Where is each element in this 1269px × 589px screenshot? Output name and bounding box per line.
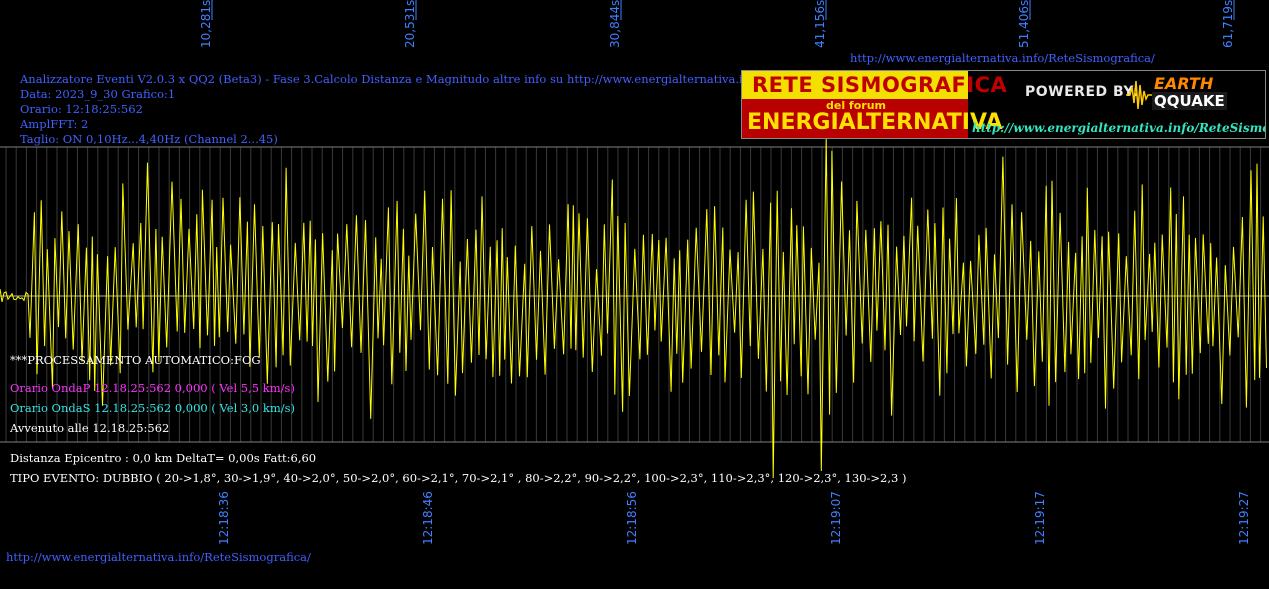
bottom-tick-label: 12:19:17: [1033, 491, 1047, 545]
top-tick-label: 41,156s: [813, 0, 827, 48]
analyzer-header: Analizzatore Eventi V2.0.3 x QQ2 (Beta3)…: [20, 72, 820, 147]
date-line: Data: 2023_9_30 Grafico:1: [20, 87, 176, 101]
qquake-brand-text: QQUAKE: [1152, 92, 1227, 110]
top-tick-label: 61,719s: [1221, 0, 1235, 48]
ampl-fft-line: AmplFFT: 2: [20, 117, 89, 131]
powered-by-label: POWERED BY:: [1025, 84, 1139, 100]
bottom-tick-label: 12:18:46: [421, 491, 435, 545]
top-tick-label: 10,281s: [199, 0, 213, 48]
seismograph-wave-icon: [1126, 80, 1152, 110]
top-tick-label: 51,406s: [1017, 0, 1031, 48]
filter-line: Taglio: ON 0,10Hz...4,40Hz (Channel 2...…: [20, 132, 278, 146]
top-tick-label: 20,531s: [403, 0, 417, 48]
logo-red-band: [742, 99, 968, 138]
time-line: Orario: 12:18:25:562: [20, 102, 143, 116]
logo-url[interactable]: http://www.energialternativa.info/ReteSi…: [972, 121, 1266, 135]
logo-title: RETE SISMOGRAFICA: [752, 73, 1008, 97]
bottom-url-link[interactable]: http://www.energialternativa.info/ReteSi…: [6, 550, 311, 564]
p-wave-time: Orario OndaP 12.18.25:562 0,000 ( Vel 5,…: [10, 381, 295, 395]
analyzer-title: Analizzatore Eventi V2.0.3 x QQ2 (Beta3)…: [20, 72, 821, 86]
bottom-tick-label: 12:19:27: [1237, 491, 1251, 545]
bottom-tick-label: 12:18:36: [217, 491, 231, 545]
logo-yellow-band: [742, 71, 968, 99]
s-wave-time: Orario OndaS 12.18.25:562 0,000 ( Vel 3,…: [10, 401, 296, 415]
top-time-axis: 10,281s 20,531s 30,844s 41,156s 51,406s 61,71…: [199, 0, 1235, 48]
epicenter-distance: Distanza Epicentro : 0,0 km DeltaT= 0,00…: [10, 451, 317, 465]
earth-brand-text: EARTH: [1154, 74, 1214, 93]
bottom-clock-axis: 12:18:36 12:18:46 12:18:56 12:19:07 12:19:17…: [217, 491, 1251, 545]
auto-processing-label: ***PROCESSAMENTO AUTOMATICO:FOG: [10, 353, 261, 367]
event-time: Avvenuto alle 12.18.25:562: [10, 421, 170, 435]
logo-subtitle: del forum: [826, 99, 886, 112]
event-type: TIPO EVENTO: DUBBIO ( 20->1,8°, 30->1,9°…: [10, 471, 907, 485]
rete-sismografica-logo[interactable]: RETE SISMOGRAFICA del forum ENERGIALTERN…: [741, 70, 1266, 139]
bottom-tick-label: 12:18:56: [625, 491, 639, 545]
top-tick-label: 30,844s: [608, 0, 622, 48]
top-url-link[interactable]: http://www.energialternativa.info/ReteSi…: [850, 51, 1155, 65]
bottom-tick-label: 12:19:07: [829, 491, 843, 545]
logo-forum-name: ENERGIALTERNATIVA: [747, 110, 1003, 135]
seismic-trace: [0, 136, 1267, 479]
